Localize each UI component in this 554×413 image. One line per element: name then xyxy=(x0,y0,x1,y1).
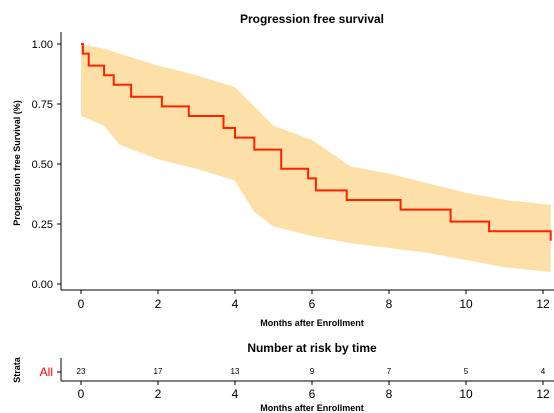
risk-x-tick-label: 6 xyxy=(309,387,316,401)
x-tick-label: 10 xyxy=(459,297,473,311)
y-ticks: 0.00 0.25 0.50 0.75 1.00 xyxy=(32,39,61,291)
risk-values: 23 17 13 9 7 5 4 xyxy=(77,367,546,376)
survival-curve xyxy=(81,43,552,241)
risk-x-ticks: 0 2 4 6 8 10 12 xyxy=(78,381,550,401)
risk-x-tick-label: 10 xyxy=(459,387,473,401)
x-axis-label: Months after Enrollment xyxy=(260,318,364,328)
x-tick-label: 0 xyxy=(78,297,85,311)
risk-x-axis-label: Months after Enrollment xyxy=(260,403,364,413)
risk-count: 7 xyxy=(387,367,392,376)
y-tick-label: 0.75 xyxy=(32,99,53,111)
risk-table: Number at risk by time All Strata 23 17 13… xyxy=(12,341,554,413)
survival-chart: Progression free survival 0.000.250.500.… xyxy=(12,12,554,328)
x-tick-label: 2 xyxy=(155,297,162,311)
ci-band-group xyxy=(81,44,551,272)
risk-count: 5 xyxy=(464,367,469,376)
risk-count: 13 xyxy=(231,367,240,376)
risk-x-tick-label: 4 xyxy=(232,387,239,401)
x-ticks: 0 2 4 6 8 10 12 xyxy=(78,290,550,311)
risk-count: 4 xyxy=(541,367,546,376)
risk-count: 23 xyxy=(77,367,86,376)
x-tick-label: 4 xyxy=(232,297,239,311)
y-tick-label: 0.25 xyxy=(32,219,53,231)
y-tick-label: 0.50 xyxy=(32,159,53,171)
risk-table-title: Number at risk by time xyxy=(247,341,377,355)
survival-curve-group xyxy=(81,43,552,241)
risk-count: 9 xyxy=(310,367,315,376)
x-tick-label: 8 xyxy=(386,297,393,311)
risk-x-tick-label: 12 xyxy=(536,387,550,401)
chart-title: Progression free survival xyxy=(240,12,384,26)
risk-x-tick-label: 0 xyxy=(78,387,85,401)
risk-x-tick-label: 2 xyxy=(155,387,162,401)
x-tick-label: 12 xyxy=(536,297,550,311)
y-axis-label: Progression free Survival (%) xyxy=(12,100,22,226)
y-tick-label: 0.00 xyxy=(32,279,53,291)
risk-count: 17 xyxy=(154,367,163,376)
risk-x-tick-label: 8 xyxy=(386,387,393,401)
x-tick-label: 6 xyxy=(309,297,316,311)
strata-label-all: All xyxy=(40,365,53,379)
confidence-band xyxy=(81,44,551,272)
y-tick-label: 1.00 xyxy=(32,39,53,51)
risk-y-axis-label: Strata xyxy=(12,356,22,383)
